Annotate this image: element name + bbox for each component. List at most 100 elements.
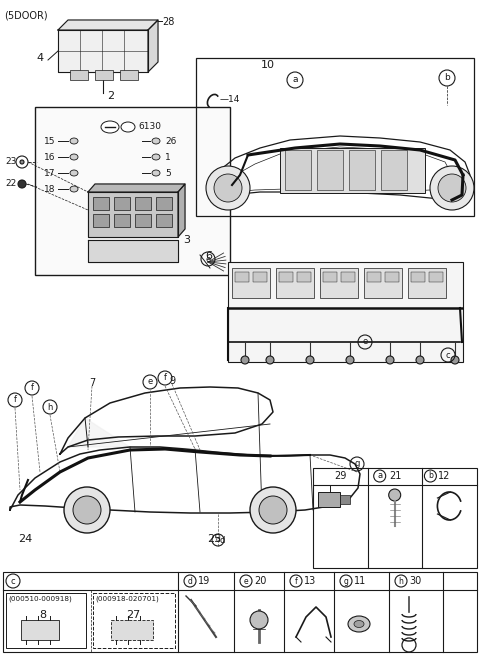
Text: 1: 1 bbox=[165, 153, 171, 162]
Polygon shape bbox=[68, 418, 135, 447]
Ellipse shape bbox=[70, 154, 78, 160]
Text: f: f bbox=[13, 396, 16, 405]
FancyBboxPatch shape bbox=[135, 214, 151, 227]
Text: —14: —14 bbox=[220, 94, 240, 103]
Ellipse shape bbox=[152, 154, 160, 160]
Text: 20: 20 bbox=[254, 576, 266, 586]
FancyBboxPatch shape bbox=[93, 197, 109, 210]
FancyBboxPatch shape bbox=[411, 272, 425, 282]
Ellipse shape bbox=[70, 138, 78, 144]
Text: h: h bbox=[48, 403, 53, 411]
FancyBboxPatch shape bbox=[349, 150, 375, 190]
Text: c: c bbox=[11, 576, 15, 586]
Polygon shape bbox=[58, 20, 158, 30]
Text: 16: 16 bbox=[44, 153, 55, 162]
FancyBboxPatch shape bbox=[235, 272, 249, 282]
Text: b: b bbox=[428, 472, 433, 481]
FancyBboxPatch shape bbox=[320, 268, 358, 298]
Ellipse shape bbox=[70, 170, 78, 176]
Text: f: f bbox=[164, 373, 167, 383]
Ellipse shape bbox=[354, 620, 364, 627]
Text: 9: 9 bbox=[169, 376, 175, 386]
Text: e: e bbox=[244, 576, 248, 586]
Text: e: e bbox=[205, 255, 211, 263]
Text: d: d bbox=[188, 576, 192, 586]
FancyBboxPatch shape bbox=[114, 214, 130, 227]
Polygon shape bbox=[135, 447, 200, 449]
FancyBboxPatch shape bbox=[232, 268, 270, 298]
Circle shape bbox=[73, 496, 101, 524]
Circle shape bbox=[346, 356, 354, 364]
Text: 6: 6 bbox=[205, 251, 212, 261]
Text: 18: 18 bbox=[44, 185, 55, 193]
Text: a: a bbox=[377, 472, 382, 481]
Ellipse shape bbox=[152, 170, 160, 176]
Circle shape bbox=[389, 489, 401, 501]
Circle shape bbox=[64, 487, 110, 533]
Text: 24: 24 bbox=[18, 534, 32, 544]
Polygon shape bbox=[178, 184, 185, 237]
Ellipse shape bbox=[152, 138, 160, 144]
Text: 5: 5 bbox=[165, 168, 171, 178]
Text: (000918-020701): (000918-020701) bbox=[95, 596, 159, 603]
Circle shape bbox=[250, 611, 268, 629]
FancyBboxPatch shape bbox=[156, 214, 172, 227]
Text: (000510-000918): (000510-000918) bbox=[8, 596, 72, 603]
FancyBboxPatch shape bbox=[280, 148, 425, 193]
FancyBboxPatch shape bbox=[318, 492, 340, 507]
FancyBboxPatch shape bbox=[228, 262, 463, 362]
FancyBboxPatch shape bbox=[35, 107, 230, 275]
Ellipse shape bbox=[101, 121, 119, 133]
FancyBboxPatch shape bbox=[120, 70, 138, 80]
Text: d: d bbox=[216, 536, 220, 544]
Text: 4: 4 bbox=[36, 53, 43, 63]
Text: 6130: 6130 bbox=[138, 122, 161, 131]
FancyBboxPatch shape bbox=[408, 268, 446, 298]
Polygon shape bbox=[88, 192, 178, 237]
Circle shape bbox=[250, 487, 296, 533]
Circle shape bbox=[438, 174, 466, 202]
Text: c: c bbox=[446, 350, 450, 360]
Ellipse shape bbox=[70, 186, 78, 192]
Text: 11: 11 bbox=[354, 576, 366, 586]
Circle shape bbox=[18, 180, 26, 188]
Ellipse shape bbox=[121, 122, 135, 132]
FancyBboxPatch shape bbox=[276, 268, 314, 298]
Polygon shape bbox=[58, 30, 148, 72]
Circle shape bbox=[214, 174, 242, 202]
FancyBboxPatch shape bbox=[381, 150, 407, 190]
Text: f: f bbox=[295, 576, 298, 586]
FancyBboxPatch shape bbox=[317, 150, 343, 190]
Circle shape bbox=[386, 356, 394, 364]
Circle shape bbox=[16, 156, 28, 168]
FancyBboxPatch shape bbox=[95, 70, 113, 80]
FancyBboxPatch shape bbox=[297, 272, 311, 282]
Text: 2: 2 bbox=[107, 91, 114, 101]
Text: (5DOOR): (5DOOR) bbox=[4, 10, 48, 20]
Text: f: f bbox=[31, 383, 34, 392]
Circle shape bbox=[306, 356, 314, 364]
Text: 12: 12 bbox=[438, 471, 451, 481]
Text: 21: 21 bbox=[390, 471, 402, 481]
Circle shape bbox=[416, 356, 424, 364]
Text: e: e bbox=[147, 377, 153, 386]
Text: 15: 15 bbox=[44, 136, 55, 145]
FancyBboxPatch shape bbox=[285, 150, 311, 190]
Text: g: g bbox=[354, 460, 360, 468]
FancyBboxPatch shape bbox=[367, 272, 381, 282]
Text: 26: 26 bbox=[165, 136, 176, 145]
Text: a: a bbox=[292, 75, 298, 84]
Text: d: d bbox=[220, 536, 226, 545]
Text: 17: 17 bbox=[44, 168, 55, 178]
Circle shape bbox=[430, 166, 474, 210]
Circle shape bbox=[206, 166, 250, 210]
Ellipse shape bbox=[348, 616, 370, 632]
FancyBboxPatch shape bbox=[21, 620, 59, 640]
Text: 7: 7 bbox=[89, 378, 95, 388]
Text: 10: 10 bbox=[261, 60, 275, 70]
FancyBboxPatch shape bbox=[385, 272, 399, 282]
Circle shape bbox=[266, 356, 274, 364]
Circle shape bbox=[259, 496, 287, 524]
Text: g: g bbox=[344, 576, 348, 586]
FancyBboxPatch shape bbox=[364, 268, 402, 298]
